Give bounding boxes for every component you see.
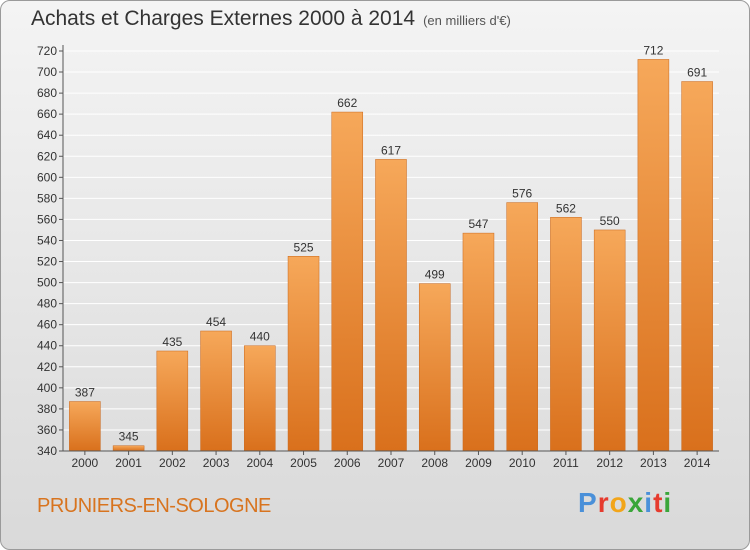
data-label: 525 xyxy=(294,240,314,254)
y-tick-label: 440 xyxy=(37,339,57,353)
y-tick-label: 340 xyxy=(37,444,57,458)
logo-letter: o xyxy=(609,487,628,518)
logo-letter: t xyxy=(653,487,664,518)
y-tick-label: 620 xyxy=(37,149,57,163)
x-tick-label: 2007 xyxy=(378,456,405,470)
title-text: Achats et Charges Externes 2000 à 2014 xyxy=(31,7,416,30)
x-tick-label: 2013 xyxy=(640,456,667,470)
data-label: 550 xyxy=(600,214,620,228)
y-tick-label: 480 xyxy=(37,297,57,311)
x-tick-label: 2014 xyxy=(684,456,711,470)
bar xyxy=(112,445,145,452)
data-label: 440 xyxy=(250,330,270,344)
y-tick-label: 500 xyxy=(37,276,57,290)
data-label: 345 xyxy=(119,430,139,444)
proxiti-logo: Proxiti xyxy=(578,487,672,519)
x-tick-label: 2009 xyxy=(465,456,492,470)
logo-letter: x xyxy=(627,487,645,518)
data-label: 562 xyxy=(556,201,576,215)
x-tick-label: 2005 xyxy=(290,456,317,470)
data-label: 662 xyxy=(337,96,357,110)
bar xyxy=(69,401,101,452)
data-label: 454 xyxy=(206,315,226,329)
bars xyxy=(69,59,713,452)
x-tick-label: 2012 xyxy=(596,456,623,470)
x-tick-label: 2001 xyxy=(115,456,142,470)
x-tick-label: 2004 xyxy=(246,456,273,470)
x-tick-label: 2002 xyxy=(159,456,186,470)
data-label: 547 xyxy=(468,217,488,231)
bar xyxy=(200,330,232,452)
x-tick-label: 2008 xyxy=(421,456,448,470)
y-tick-label: 460 xyxy=(37,318,57,332)
y-tick-label: 560 xyxy=(37,212,57,226)
bar xyxy=(244,345,276,452)
y-tick-label: 660 xyxy=(37,107,57,121)
units-label: (en milliers d'€) xyxy=(423,13,511,28)
bar xyxy=(156,350,189,452)
logo-letter: i xyxy=(663,487,673,518)
bar xyxy=(287,256,320,452)
bar xyxy=(418,283,451,452)
data-label: 576 xyxy=(512,187,532,201)
y-tick-label: 700 xyxy=(37,65,57,79)
y-tick-label: 720 xyxy=(37,44,57,58)
bar xyxy=(506,202,538,452)
bar xyxy=(550,217,582,452)
y-tick-label: 540 xyxy=(37,233,57,247)
bar xyxy=(637,59,670,452)
bar xyxy=(593,229,626,452)
x-tick-label: 2011 xyxy=(553,456,579,470)
logo-letter: P xyxy=(578,487,598,518)
logo-letter: r xyxy=(597,487,610,518)
axes: 340 360 380 400 420 440 460 480 500 520 540 560 580 6… xyxy=(37,44,719,470)
y-tick-label: 640 xyxy=(37,128,57,142)
data-label: 387 xyxy=(75,386,95,400)
data-label: 499 xyxy=(425,268,445,282)
data-label: 617 xyxy=(381,143,401,157)
x-tick-label: 2006 xyxy=(334,456,361,470)
data-label: 712 xyxy=(643,43,663,57)
x-tick-label: 2003 xyxy=(203,456,230,470)
y-tick-label: 580 xyxy=(37,191,57,205)
chart-title: Achats et Charges Externes 2000 à 2014 (e… xyxy=(31,7,511,31)
data-label: 435 xyxy=(162,335,182,349)
x-tick-label: 2000 xyxy=(72,456,99,470)
data-labels: 387 345 435 454 440 525 662 617 499 547 576 562 550 7… xyxy=(75,43,708,443)
bar xyxy=(681,81,713,452)
data-label: 691 xyxy=(687,66,707,80)
y-tick-label: 400 xyxy=(37,381,57,395)
y-tick-label: 680 xyxy=(37,86,57,100)
logo-letter: i xyxy=(644,487,654,518)
y-tick-label: 360 xyxy=(37,423,57,437)
bar xyxy=(462,232,495,452)
y-tick-label: 380 xyxy=(37,402,57,416)
y-tick-label: 600 xyxy=(37,170,57,184)
y-tick-label: 420 xyxy=(37,360,57,374)
bar xyxy=(331,111,364,452)
commune-name: PRUNIERS-EN-SOLOGNE xyxy=(37,495,271,517)
bar xyxy=(375,159,407,452)
y-tick-label: 520 xyxy=(37,255,57,269)
x-tick-label: 2010 xyxy=(509,456,536,470)
